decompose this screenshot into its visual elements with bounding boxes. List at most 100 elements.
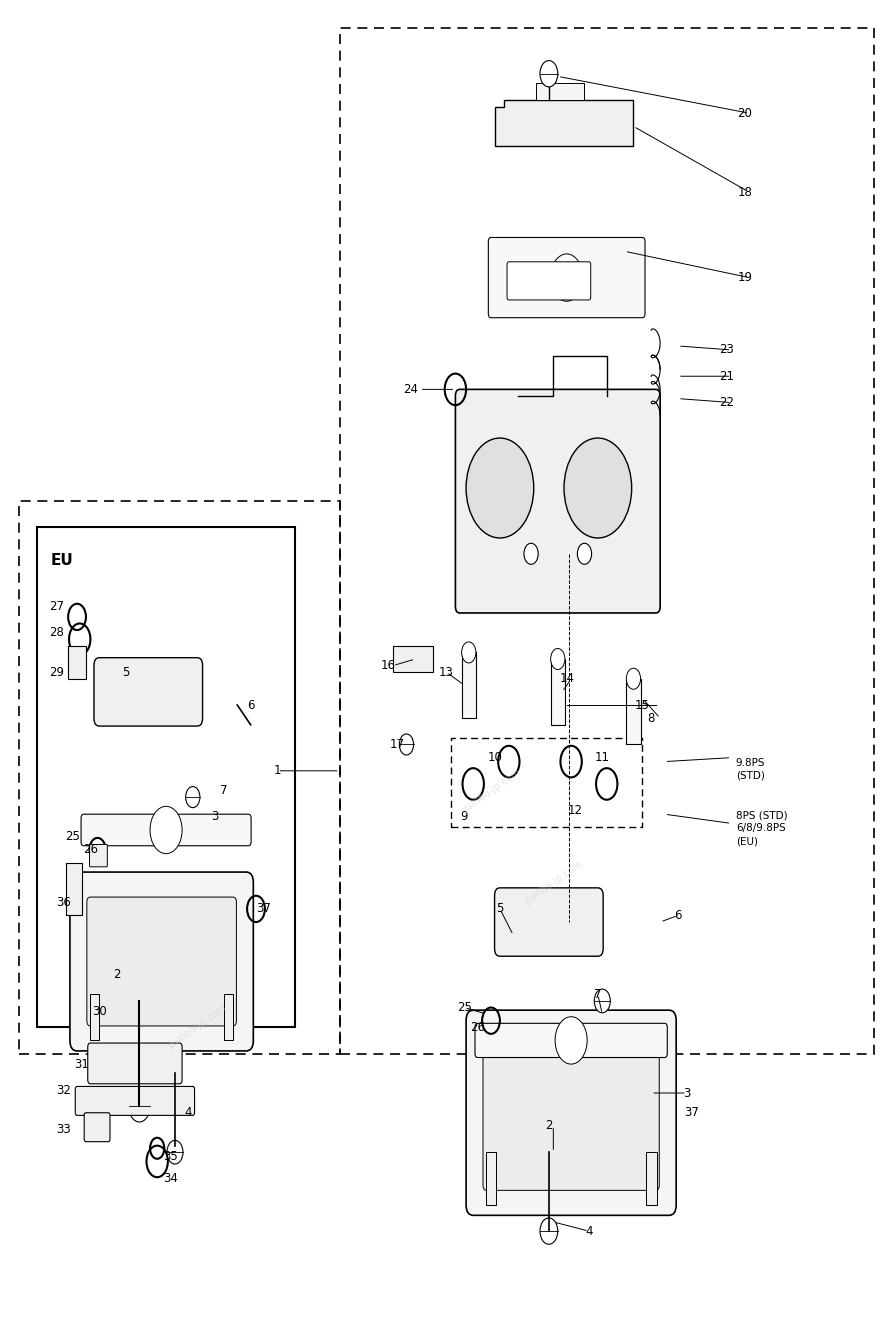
Text: 14: 14 [559, 672, 574, 685]
Text: 15: 15 [635, 699, 650, 712]
Text: 26: 26 [83, 844, 98, 857]
Text: 21: 21 [720, 370, 734, 382]
FancyBboxPatch shape [495, 888, 603, 957]
Bar [486, 1152, 497, 1205]
Circle shape [186, 787, 200, 808]
Circle shape [551, 254, 583, 302]
Bar [68, 646, 86, 679]
Text: 19: 19 [738, 272, 752, 285]
Polygon shape [393, 646, 433, 672]
Circle shape [524, 543, 538, 564]
Text: 33: 33 [56, 1123, 71, 1136]
Bar [451, 738, 642, 828]
FancyBboxPatch shape [483, 1035, 659, 1190]
Text: EU: EU [50, 552, 73, 568]
Text: 25: 25 [457, 1002, 472, 1014]
Bar [90, 994, 99, 1040]
Text: 22: 22 [720, 395, 734, 409]
Bar [19, 501, 339, 1053]
FancyBboxPatch shape [466, 1010, 676, 1215]
Text: 37: 37 [256, 903, 271, 916]
Circle shape [466, 438, 534, 538]
Bar [462, 652, 476, 718]
Text: 20: 20 [738, 107, 752, 120]
Text: 4: 4 [185, 1106, 192, 1119]
Text: 24: 24 [404, 384, 419, 395]
Text: 1: 1 [273, 764, 281, 778]
FancyBboxPatch shape [94, 658, 203, 726]
Circle shape [150, 807, 182, 854]
Text: 17: 17 [390, 738, 405, 751]
Text: 18: 18 [738, 186, 752, 199]
Text: yumbo-jp.com: yumbo-jp.com [460, 766, 522, 815]
Circle shape [564, 438, 631, 538]
Bar [37, 527, 296, 1027]
Text: 29: 29 [49, 666, 64, 679]
Bar [551, 659, 565, 725]
Text: 34: 34 [163, 1172, 178, 1185]
Text: 26: 26 [470, 1020, 485, 1033]
FancyBboxPatch shape [475, 1023, 667, 1057]
Circle shape [167, 1140, 183, 1164]
Text: 5: 5 [122, 666, 129, 679]
FancyBboxPatch shape [81, 815, 251, 846]
Bar [339, 28, 874, 1053]
Text: 35: 35 [163, 1149, 178, 1162]
Text: 23: 23 [720, 344, 734, 356]
Text: 3: 3 [683, 1086, 690, 1099]
Text: yumbo-jp.com: yumbo-jp.com [166, 1003, 229, 1052]
Circle shape [555, 1016, 588, 1064]
Text: 25: 25 [65, 830, 80, 844]
Text: 9.8PS
(STD): 9.8PS (STD) [736, 758, 765, 780]
Text: 3: 3 [212, 811, 219, 824]
Bar [626, 679, 640, 745]
Circle shape [578, 543, 591, 564]
Text: 16: 16 [381, 659, 396, 672]
Text: yumbo-jp.com: yumbo-jp.com [522, 858, 585, 907]
Circle shape [594, 988, 610, 1012]
FancyBboxPatch shape [75, 1086, 195, 1115]
Text: 7: 7 [221, 784, 228, 797]
Circle shape [551, 648, 565, 670]
Text: 4: 4 [585, 1224, 593, 1238]
FancyBboxPatch shape [87, 898, 237, 1025]
Circle shape [626, 668, 640, 689]
Text: 9: 9 [461, 811, 468, 824]
Circle shape [129, 1090, 150, 1122]
Bar [646, 1152, 656, 1205]
Circle shape [462, 642, 476, 663]
Text: 31: 31 [74, 1057, 89, 1070]
Text: 37: 37 [684, 1106, 698, 1119]
Text: 27: 27 [49, 600, 64, 613]
Text: 8PS (STD)
6/8/9.8PS
(EU): 8PS (STD) 6/8/9.8PS (EU) [736, 811, 788, 846]
Bar [224, 994, 233, 1040]
Text: 7: 7 [594, 988, 602, 1000]
FancyBboxPatch shape [455, 389, 660, 613]
Text: 32: 32 [56, 1083, 71, 1097]
FancyBboxPatch shape [507, 262, 590, 301]
FancyBboxPatch shape [89, 845, 107, 867]
Text: 6: 6 [246, 699, 255, 712]
FancyBboxPatch shape [488, 237, 645, 318]
Text: 13: 13 [439, 666, 454, 679]
FancyBboxPatch shape [88, 1043, 182, 1083]
Text: 12: 12 [568, 804, 583, 817]
Text: 11: 11 [595, 751, 610, 764]
Text: 2: 2 [113, 969, 121, 981]
Circle shape [540, 1218, 558, 1244]
Polygon shape [496, 100, 633, 146]
Text: 30: 30 [92, 1006, 106, 1017]
Text: 2: 2 [545, 1119, 553, 1132]
FancyBboxPatch shape [70, 873, 254, 1050]
Bar [66, 863, 82, 916]
FancyBboxPatch shape [84, 1112, 110, 1141]
Circle shape [399, 734, 413, 755]
Polygon shape [536, 83, 585, 100]
Circle shape [540, 61, 558, 87]
Text: 36: 36 [56, 896, 71, 909]
Text: 8: 8 [647, 712, 655, 725]
Text: 5: 5 [497, 903, 504, 916]
Text: 10: 10 [488, 751, 503, 764]
Text: 28: 28 [49, 626, 64, 639]
Text: 6: 6 [674, 909, 681, 923]
